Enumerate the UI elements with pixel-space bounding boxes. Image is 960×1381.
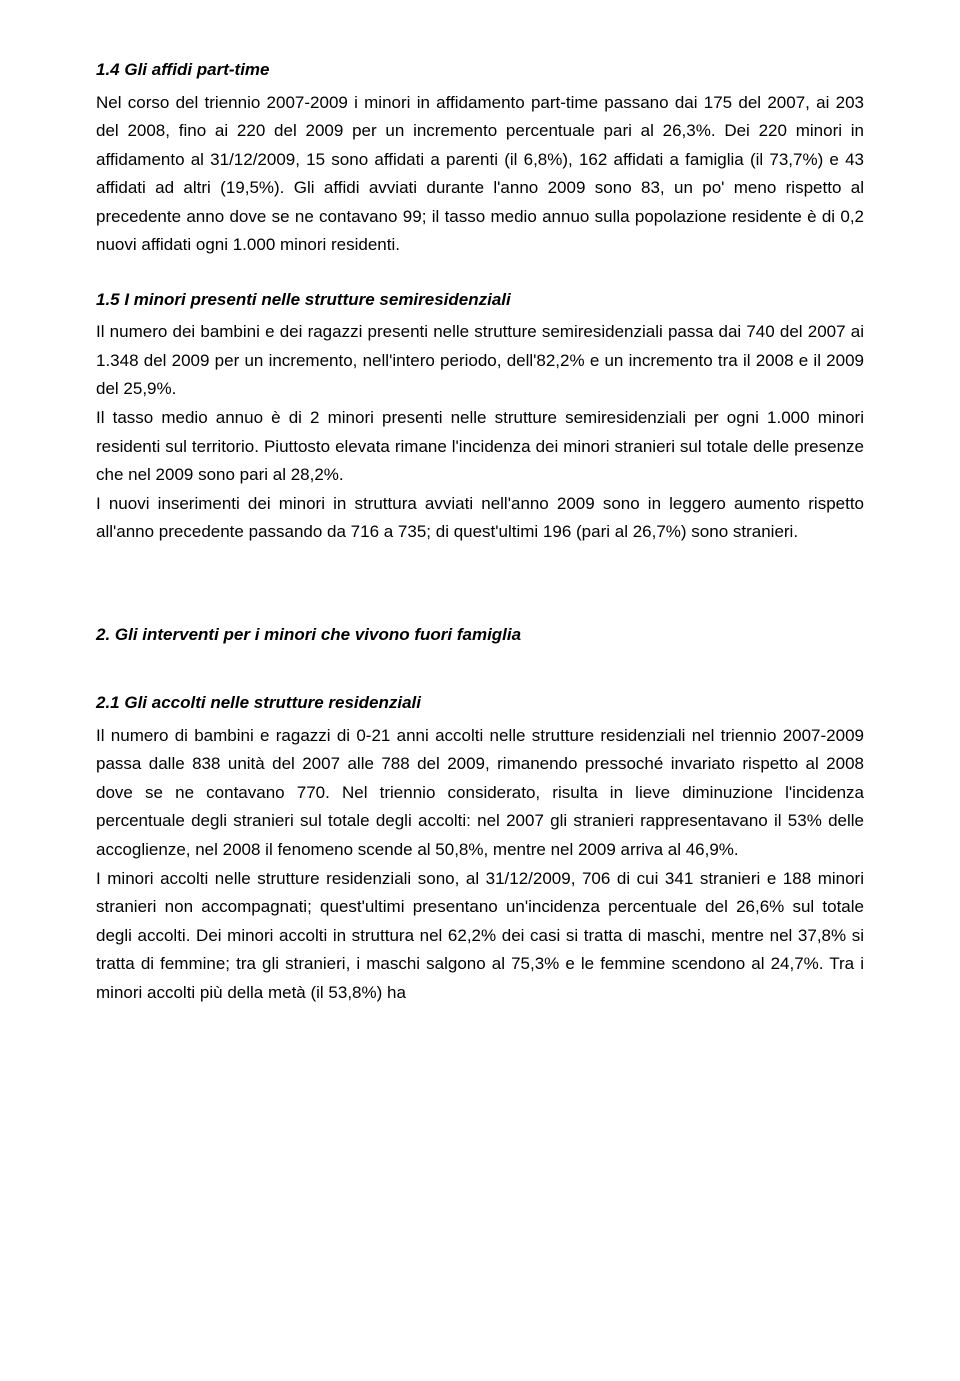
spacer [96, 667, 864, 689]
paragraph-1-4: Nel corso del triennio 2007-2009 i minor… [96, 89, 864, 260]
heading-1-5: 1.5 I minori presenti nelle strutture se… [96, 286, 864, 315]
paragraph-1-5-c: I nuovi inserimenti dei minori in strutt… [96, 490, 864, 547]
paragraph-1-5-b: Il tasso medio annuo è di 2 minori prese… [96, 404, 864, 490]
document-page: 1.4 Gli affidi part-time Nel corso del t… [0, 0, 960, 1381]
paragraph-2-1-a: Il numero di bambini e ragazzi di 0-21 a… [96, 722, 864, 865]
paragraph-1-5-a: Il numero dei bambini e dei ragazzi pres… [96, 318, 864, 404]
spacer [96, 573, 864, 621]
heading-1-4: 1.4 Gli affidi part-time [96, 56, 864, 85]
paragraph-2-1-b: I minori accolti nelle strutture residen… [96, 865, 864, 1008]
heading-2: 2. Gli interventi per i minori che vivon… [96, 621, 864, 650]
heading-2-1: 2.1 Gli accolti nelle strutture residenz… [96, 689, 864, 718]
